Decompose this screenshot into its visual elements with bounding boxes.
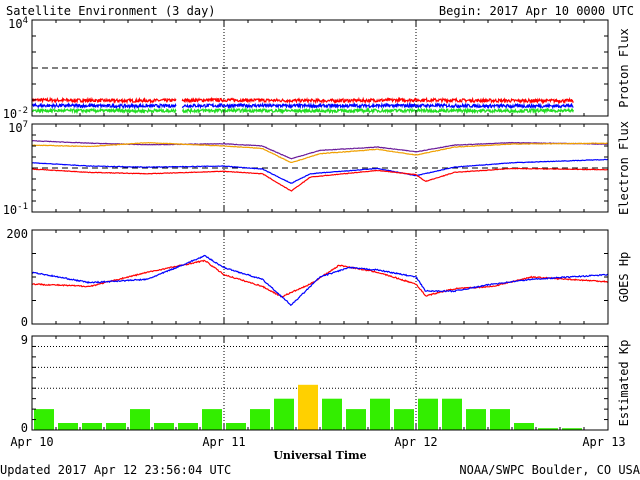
panel-goes-hp: 200 0 GOES Hp (6, 227, 631, 329)
kp-bar (178, 423, 198, 430)
y-axis-label: Electron Flux (617, 121, 631, 215)
kp-bar (130, 409, 150, 430)
series-blue-line (31, 101, 574, 110)
series-red-line (31, 167, 608, 192)
kp-bar (322, 398, 342, 430)
kp-bar (106, 423, 126, 430)
kp-bar (250, 409, 270, 430)
y-tick-label: 0 (21, 421, 28, 435)
y-tick-label: 107 (8, 120, 28, 135)
y-axis-label: Estimated Kp (617, 340, 631, 427)
kp-bar (226, 423, 246, 430)
kp-bar (466, 409, 486, 430)
series-blue-line (31, 254, 609, 307)
series-red-line (31, 259, 609, 298)
kp-bar (34, 409, 54, 430)
series-green-line (31, 106, 574, 115)
x-tick-label: Apr 10 (10, 435, 53, 449)
x-axis-title: Universal Time (273, 449, 366, 462)
chart-title: Satellite Environment (3 day) (6, 4, 216, 18)
kp-bar (82, 423, 102, 430)
kp-bar (490, 409, 510, 430)
kp-bar (562, 428, 582, 430)
series-orange-line (31, 141, 609, 163)
y-axis-label: Proton Flux (617, 28, 631, 107)
credit-label: NOAA/SWPC Boulder, CO USA (459, 463, 640, 477)
y-tick-label: 10-2 (3, 106, 28, 121)
kp-bar (370, 398, 390, 430)
kp-bar (58, 423, 78, 430)
x-tick-label: Apr 11 (202, 435, 245, 449)
kp-bar (154, 423, 174, 430)
y-tick-label: 104 (8, 16, 28, 31)
series-purple-line (31, 139, 609, 160)
x-tick-label: Apr 12 (394, 435, 437, 449)
y-tick-label: 200 (6, 227, 28, 241)
plot-area: 104 10-2 Proton Flux 107 10-1 Electron Flux 20… (3, 16, 631, 435)
y-axis-label: GOES Hp (617, 252, 631, 303)
begin-time-label: Begin: 2017 Apr 10 0000 UTC (439, 4, 634, 18)
kp-bar (514, 423, 534, 430)
updated-timestamp: Updated 2017 Apr 12 23:56:04 UTC (0, 463, 231, 477)
panel-estimated-kp: 9 0 Estimated Kp (21, 333, 631, 435)
panel-frame (31, 335, 609, 431)
kp-bar (202, 409, 222, 430)
kp-bar (442, 398, 462, 430)
kp-bar (298, 384, 318, 430)
series-red-line (31, 96, 574, 105)
y-tick-label: 0 (21, 315, 28, 329)
series-blue-line (31, 158, 609, 184)
kp-bar (274, 398, 294, 430)
panel-electron-flux: 107 10-1 Electron Flux (3, 120, 631, 217)
panel-proton-flux: 104 10-2 Proton Flux (3, 16, 631, 121)
kp-bar (394, 409, 414, 430)
y-tick-label: 9 (21, 333, 28, 347)
x-tick-label: Apr 13 (582, 435, 625, 449)
kp-bar (538, 428, 558, 430)
kp-bar (418, 398, 438, 430)
kp-bar (346, 409, 366, 430)
y-tick-label: 10-1 (3, 202, 28, 217)
